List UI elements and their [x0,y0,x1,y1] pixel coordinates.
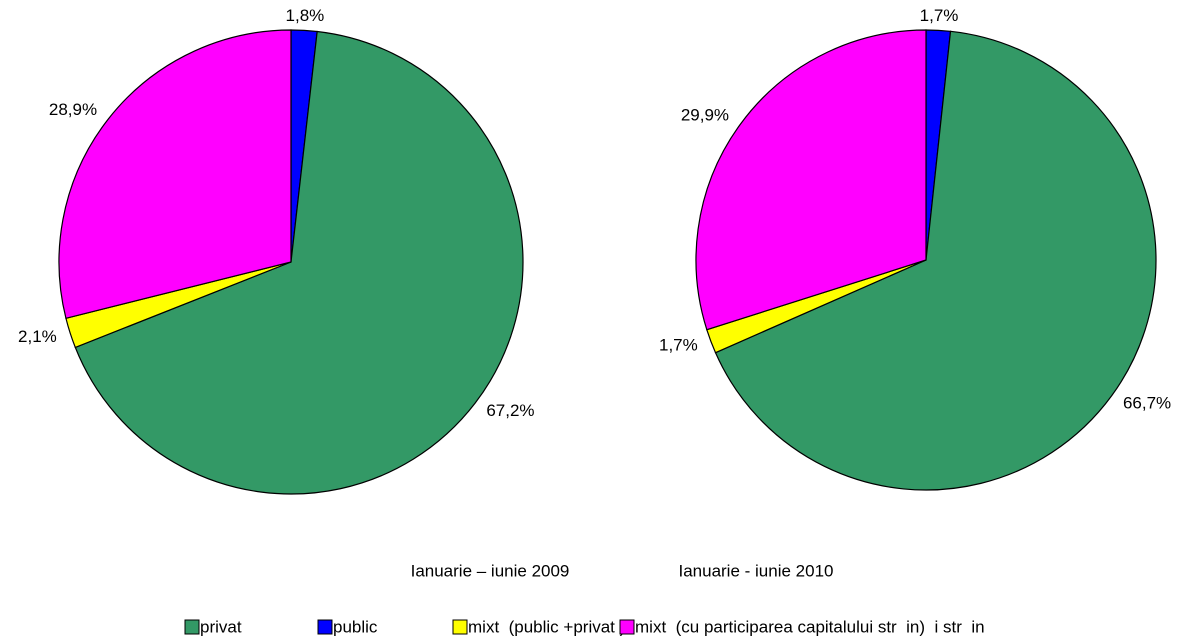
data-label: 1,7% [659,336,698,355]
legend-swatch [317,619,333,635]
legend-label: mixt (public +privat ) [468,617,625,636]
data-label: 67,2% [486,401,534,420]
pie-slice [714,30,1157,491]
legend-swatch [184,619,200,635]
legend-label: public [333,617,378,636]
data-label: 29,9% [681,105,729,124]
legend-swatch [452,619,468,635]
legend-label: mixt (cu participarea capitalului str in… [635,617,985,636]
data-label: 2,1% [18,327,57,346]
pie-title: Ianuarie – iunie 2009 [411,561,570,580]
data-label: 28,9% [49,100,97,119]
legend-label: privat [200,617,242,636]
data-label: 1,8% [286,6,325,25]
legend-swatch [619,619,635,635]
pie-slice [695,29,927,331]
pie-slice [74,30,524,495]
data-label: 66,7% [1123,394,1171,413]
data-label: 1,7% [920,6,959,25]
pie-title: Ianuarie - iunie 2010 [678,561,833,580]
pie-slice [58,29,292,320]
